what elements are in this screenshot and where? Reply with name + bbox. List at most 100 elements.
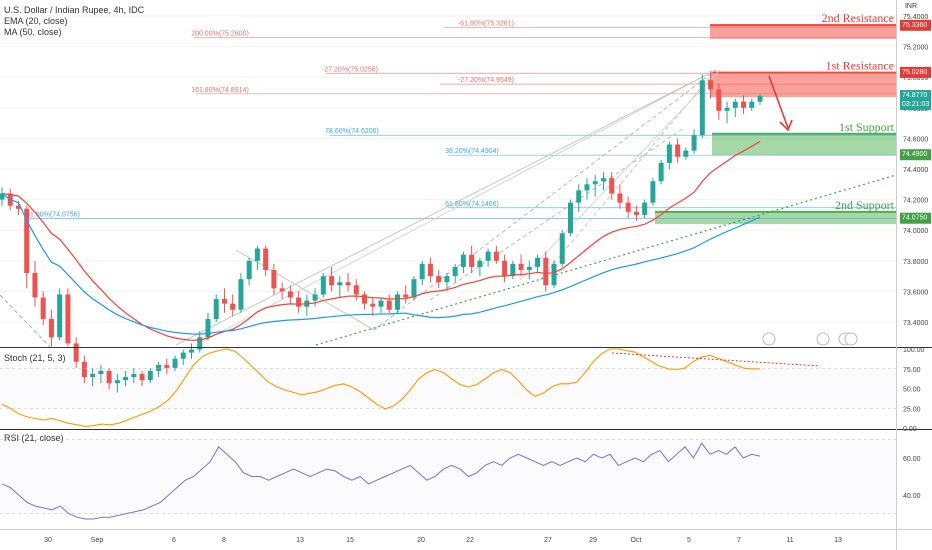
time-tick: 20	[417, 537, 425, 544]
fib-trendline	[429, 127, 685, 301]
candle-body	[543, 257, 549, 286]
fib-label: 38.20%(74.4904)	[445, 148, 499, 155]
candle-body	[32, 273, 38, 298]
us-flag-icon[interactable]	[816, 332, 830, 346]
candle-body	[81, 361, 87, 378]
candle-body	[609, 178, 615, 194]
time-tick: 22	[466, 537, 474, 544]
price-marker-label: 74.4900	[902, 151, 927, 158]
price-marker[interactable]	[900, 90, 931, 111]
candle-body	[493, 251, 499, 261]
price-tick: 74.6000	[903, 136, 928, 143]
legend: U.S. Dollar / Indian Rupee, 4h, IDC EMA …	[4, 5, 145, 37]
stoch-tick: 0.00	[903, 426, 917, 433]
candle-body	[732, 101, 738, 108]
fib-trendline	[373, 69, 717, 331]
us-flag-icon[interactable]	[844, 332, 858, 346]
price-marker[interactable]	[900, 149, 931, 161]
stoch-legend[interactable]: Stoch (21, 5, 3)	[4, 353, 66, 363]
candle-body	[287, 291, 293, 298]
time-axis[interactable]: 30 Sep 6 8 13 15 20 22 27 29 Oct 5 7 11 13	[44, 537, 842, 544]
candle-body	[625, 202, 631, 212]
candle-body	[106, 370, 112, 384]
time-tick: 7	[737, 537, 741, 544]
fib-trendline	[235, 249, 375, 331]
fib-label: -27.20%(75.0256)	[322, 66, 378, 73]
candle-body	[403, 294, 409, 298]
price-marker[interactable]	[900, 19, 931, 31]
trendline	[0, 294, 51, 348]
candle-body	[666, 144, 672, 163]
candle-body	[263, 248, 269, 270]
ma-legend[interactable]: MA (50, close)	[4, 27, 62, 37]
time-tick: Sep	[91, 537, 104, 544]
candle-body	[205, 318, 211, 338]
ema-line	[1, 140, 761, 341]
candle-body	[691, 135, 697, 151]
candle-body	[197, 337, 203, 350]
us-flag-icon[interactable]	[762, 332, 776, 346]
candle-body	[98, 370, 104, 375]
time-tick: 13	[834, 537, 842, 544]
candle-body	[551, 263, 557, 286]
price-marker-label: 74.0750	[902, 215, 927, 222]
time-tick: 8	[222, 537, 226, 544]
candle-body	[650, 181, 656, 203]
price-tick: 74.0000	[903, 228, 928, 235]
candle-body	[337, 282, 343, 286]
candle-body	[0, 193, 5, 200]
fib-trendline	[195, 69, 717, 346]
candle-body	[90, 374, 96, 378]
price-marker[interactable]	[900, 66, 931, 78]
candle-body	[189, 349, 194, 353]
fib-label: 61.80%(74.0756)	[26, 212, 80, 219]
time-tick: 13	[296, 537, 304, 544]
price-tick: 74.4000	[903, 167, 928, 174]
ema-legend[interactable]: EMA (20, close)	[4, 16, 68, 26]
candle-body	[658, 162, 664, 182]
moving-averages	[1, 140, 761, 341]
price-tick: 74.2000	[903, 198, 928, 205]
candle-body	[73, 343, 79, 362]
zone-resistance	[710, 72, 896, 98]
candle-body	[485, 251, 491, 261]
stoch-tick: 100.00	[903, 347, 925, 354]
stoch-tick: 50.00	[903, 387, 921, 394]
candle-body	[213, 299, 219, 319]
candle-body	[633, 211, 639, 215]
price-marker[interactable]	[900, 212, 931, 224]
rsi-legend[interactable]: RSI (21, close)	[4, 433, 64, 443]
candle-body	[312, 294, 318, 301]
price-tick: 73.6000	[903, 289, 928, 296]
ma-line	[1, 193, 761, 335]
stoch-tick: 75.00	[903, 367, 921, 374]
rsi-tick: 40.00	[903, 493, 921, 500]
candle-body	[741, 101, 747, 108]
price-axis[interactable]: 75.400075.200075.000074.800074.600074.40…	[900, 14, 931, 327]
zone-labels: 2nd Resistance 1st Resistance 1st Support 2…	[822, 11, 895, 212]
candle-body	[716, 89, 722, 111]
fib-label: -61.80%(75.3261)	[458, 20, 514, 27]
fib-label: 161.80%(74.8914)	[191, 87, 249, 94]
stoch-line	[1, 348, 760, 427]
candle-body	[708, 80, 714, 90]
candle-body	[675, 144, 681, 157]
candle-body	[584, 184, 590, 191]
sr-zones	[655, 24, 896, 225]
rsi-band-fill	[0, 440, 896, 514]
price-pane[interactable]	[0, 0, 896, 347]
candle-body	[642, 202, 648, 215]
arrow-head	[779, 119, 793, 132]
candle-body	[362, 294, 368, 304]
symbol-title[interactable]: U.S. Dollar / Indian Rupee, 4h, IDC	[4, 5, 145, 15]
candle-body	[394, 294, 400, 310]
candle-body	[510, 263, 516, 277]
candle-body	[749, 101, 755, 108]
candle-body	[57, 294, 63, 338]
candle-body	[502, 260, 508, 277]
candle-body	[65, 294, 71, 344]
time-tick: 27	[544, 537, 552, 544]
candle-body	[40, 297, 46, 319]
fib-label: 61.80%(74.1466)	[445, 201, 499, 208]
